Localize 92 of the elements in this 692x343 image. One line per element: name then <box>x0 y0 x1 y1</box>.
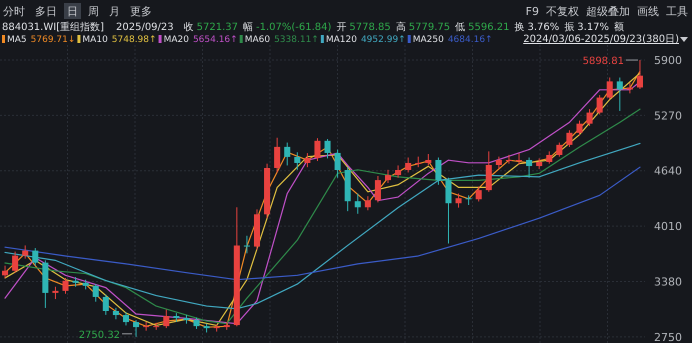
text: 分时 <box>3 5 25 18</box>
candlestick <box>92 284 99 302</box>
candlestick <box>314 138 320 162</box>
candlestick <box>546 150 552 164</box>
text: 画线 <box>637 5 659 18</box>
chart-subtitle: 2025/09/23 <box>116 22 174 33</box>
candlestick <box>284 142 290 166</box>
candlestick <box>626 82 633 94</box>
candlestick <box>384 169 392 184</box>
text: 不复权 <box>546 5 579 18</box>
text: 周 <box>88 5 99 18</box>
text: 5654.16↑ <box>192 35 238 45</box>
text: 高 5779.75 <box>396 21 450 33</box>
candlestick <box>163 309 170 329</box>
text: 日 <box>67 5 78 18</box>
text: F9 <box>526 5 539 18</box>
candlestick <box>324 138 331 159</box>
legend-label: MA60 <box>244 35 270 45</box>
candlestick <box>456 193 462 208</box>
candlestick <box>72 276 79 288</box>
y-tick-label: 4010 <box>654 220 682 234</box>
candlestick <box>52 286 58 300</box>
text: 更多 <box>130 5 152 18</box>
text: 5748.98↑ <box>112 35 157 45</box>
text: 额 <box>614 21 624 33</box>
text: 月 <box>109 5 120 18</box>
candlestick <box>596 94 603 115</box>
text: 振 3.17% <box>564 21 610 33</box>
candlestick <box>82 279 89 290</box>
y-tick-label: 5900 <box>654 54 682 67</box>
text: 换 3.76% <box>514 21 560 33</box>
candlestick <box>616 77 623 112</box>
y-tick-label: 2750 <box>654 330 682 343</box>
candlestick <box>102 294 109 316</box>
candlestick <box>194 317 200 330</box>
text: 5769.71↓ <box>30 35 76 45</box>
candlestick <box>435 157 442 186</box>
candlestick <box>374 175 381 203</box>
legend-label: MA10 <box>82 35 108 45</box>
y-tick-label: 3380 <box>654 275 682 288</box>
candlestick <box>576 120 583 136</box>
legend-label: MA250 <box>412 35 444 45</box>
candlestick <box>636 60 643 90</box>
candlestick <box>244 235 250 254</box>
chart-title: 884031.WI[重组指数] <box>2 21 104 33</box>
text: 工具 <box>666 5 688 18</box>
candlestick <box>274 137 280 173</box>
candlestick <box>415 156 422 168</box>
candlestick <box>566 130 572 148</box>
candlestick <box>606 77 613 100</box>
candlestick <box>112 307 119 320</box>
candlestick <box>425 154 432 166</box>
candlestick <box>466 194 472 206</box>
annotation: 5898.81 <box>582 56 624 68</box>
text: 超级叠加 <box>586 5 630 18</box>
text: 收 5721.37 <box>184 22 238 33</box>
y-tick-label: 5270 <box>654 109 682 122</box>
candlestick <box>586 108 593 126</box>
candlestick <box>405 157 412 173</box>
candlestick <box>12 251 18 274</box>
candlestick <box>2 265 8 278</box>
legend-label: MA20 <box>164 35 190 45</box>
legend-label: MA5 <box>7 35 27 45</box>
candlestick <box>476 186 482 202</box>
candlestick <box>395 164 402 178</box>
candlestick <box>536 158 542 170</box>
candlestick <box>62 277 69 294</box>
text: 幅 -1.07%(-61.84) <box>243 21 332 33</box>
candlestick <box>304 152 310 168</box>
candlestick <box>364 196 371 211</box>
annotation: 2750.32 <box>78 330 120 341</box>
y-tick-label: 4640 <box>654 164 682 178</box>
candlestick <box>133 320 140 338</box>
text: 2024/03/06-2025/09/23(380日) <box>523 34 680 45</box>
candlestick <box>334 149 341 178</box>
text: 开 5778.85 <box>336 22 391 33</box>
text: 5338.11↑ <box>274 35 319 45</box>
text: 4684.16↑ <box>448 35 493 45</box>
text: 多日 <box>35 5 57 18</box>
candlestick <box>294 152 300 170</box>
candlestick <box>516 152 522 166</box>
text: 低 5596.21 <box>455 22 510 33</box>
candlestick <box>526 157 532 178</box>
candlestick <box>32 248 38 266</box>
legend-label: MA120 <box>326 35 358 45</box>
candlestick <box>22 244 28 260</box>
candlestick <box>122 312 129 326</box>
text: 4952.99↑ <box>360 35 406 45</box>
candlestick <box>445 177 452 244</box>
candlestick <box>354 193 361 214</box>
candlestick <box>556 142 562 158</box>
candlestick <box>496 156 502 170</box>
